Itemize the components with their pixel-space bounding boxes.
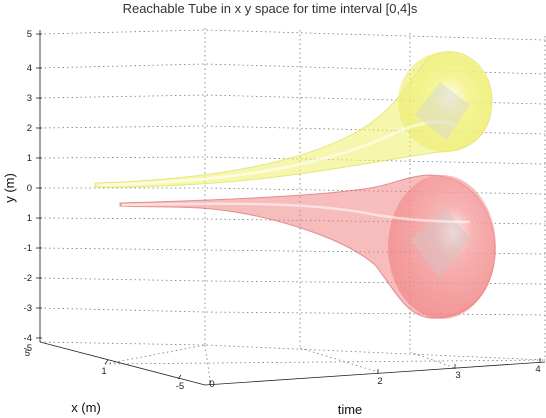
y-tick: -3: [24, 303, 32, 314]
y-tick: -2: [24, 273, 32, 284]
time-axis-ticks: 0 2 3 4: [209, 358, 541, 390]
tube-series-2: [119, 174, 496, 319]
time-tick: 3: [455, 370, 460, 381]
tube-series-1-inner-set: [415, 82, 470, 140]
y-tick: 1: [27, 213, 32, 224]
y-tick: 4: [27, 63, 32, 74]
x-tick: 1: [101, 366, 106, 377]
time-tick: 2: [377, 376, 382, 387]
tube-series-1: [94, 51, 493, 188]
x-axis-ticks: 5 1 -5: [25, 348, 185, 392]
tube-series-1-body: [94, 51, 493, 188]
y-tick: 3: [27, 93, 32, 104]
axes: [39, 30, 546, 386]
chart-title: Reachable Tube in x y space for time int…: [123, 1, 418, 16]
time-axis-label: time: [338, 402, 363, 417]
y-axis-label: y (m): [2, 173, 17, 203]
tube-series-2-inner-set: [410, 208, 470, 278]
x-axis-label: x (m): [71, 400, 101, 415]
y-tick: 5: [27, 29, 32, 40]
y-tick: -1: [24, 243, 32, 254]
tube-series-2-highlight: [121, 202, 471, 224]
y-axis-ticks: 5 4 3 2 1 0 1 -1 -2 -3 -4 -5: [24, 29, 42, 354]
time-tick: 4: [535, 364, 540, 375]
y-tick: 0: [27, 183, 32, 194]
time-tick: 0: [209, 379, 214, 390]
y-tick: 1: [27, 153, 32, 164]
y-tick: -4: [24, 333, 32, 344]
x-tick: -5: [176, 381, 184, 392]
x-tick: 5: [25, 348, 30, 359]
y-tick: -5: [24, 343, 32, 354]
y-tick: 2: [27, 123, 32, 134]
